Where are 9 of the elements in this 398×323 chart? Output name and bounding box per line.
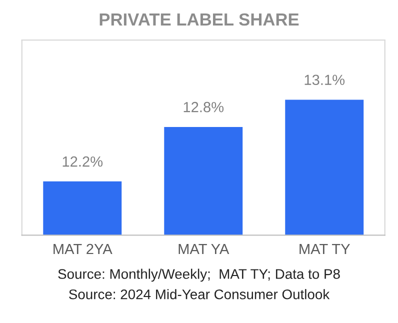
x-tick-label: MAT YA bbox=[178, 244, 230, 254]
chart-title: PRIVATE LABEL SHARE bbox=[100, 13, 299, 26]
source-note: Source: Monthly/Weekly; MAT TY; Data to P8 bbox=[58, 268, 340, 282]
x-tick-label: MAT TY bbox=[300, 244, 350, 254]
source-note: Source: 2024 Mid-Year Consumer Outlook bbox=[69, 289, 330, 300]
data-label: 13.1% bbox=[304, 74, 345, 86]
data-label: 12.2% bbox=[62, 156, 103, 167]
data-label: 12.8% bbox=[184, 102, 224, 112]
x-tick-label: MAT 2YA bbox=[54, 244, 112, 254]
